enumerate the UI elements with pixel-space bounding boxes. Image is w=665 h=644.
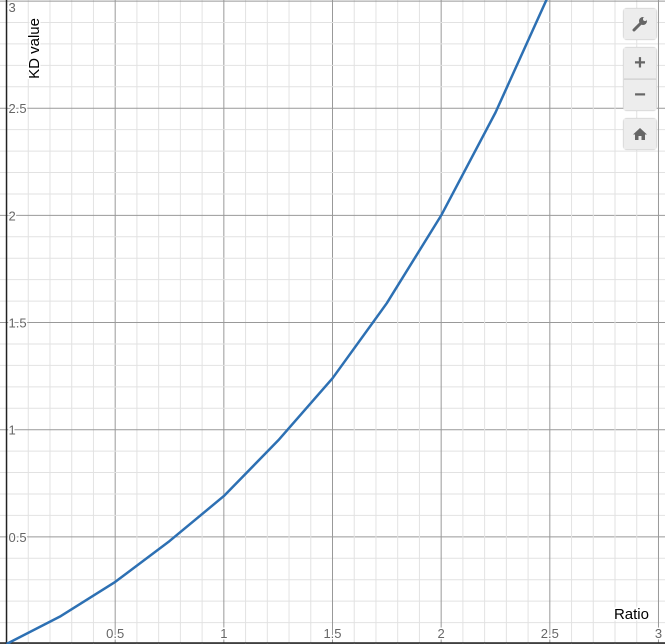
settings-button[interactable] (623, 8, 657, 40)
x-axis-label: Ratio (614, 606, 649, 623)
zoom-out-button[interactable]: − (623, 79, 657, 111)
y-tick-label: 1.5 (9, 316, 27, 331)
minus-icon: − (634, 83, 646, 106)
y-tick-label: 2.5 (9, 101, 27, 116)
y-tick-label: 1 (9, 423, 16, 438)
data-curve (5, 0, 548, 644)
x-tick-label: 2 (438, 626, 445, 641)
y-tick-label: 0.5 (9, 530, 27, 545)
x-tick-label: 1.5 (323, 626, 341, 641)
wrench-icon (632, 17, 647, 32)
y-tick-label: 3 (9, 0, 16, 15)
x-tick-label: 1 (220, 626, 227, 641)
x-tick-label: 0.5 (106, 626, 124, 641)
x-tick-label: 3 (655, 626, 662, 641)
y-tick-label: 2 (9, 208, 16, 223)
home-button[interactable] (623, 118, 657, 150)
home-icon (633, 128, 647, 140)
graph-controls: + − (623, 8, 657, 157)
zoom-in-button[interactable]: + (623, 47, 657, 79)
x-tick-label: 2.5 (541, 626, 559, 641)
plus-icon: + (634, 51, 646, 74)
y-axis-label: KD value (26, 18, 43, 79)
